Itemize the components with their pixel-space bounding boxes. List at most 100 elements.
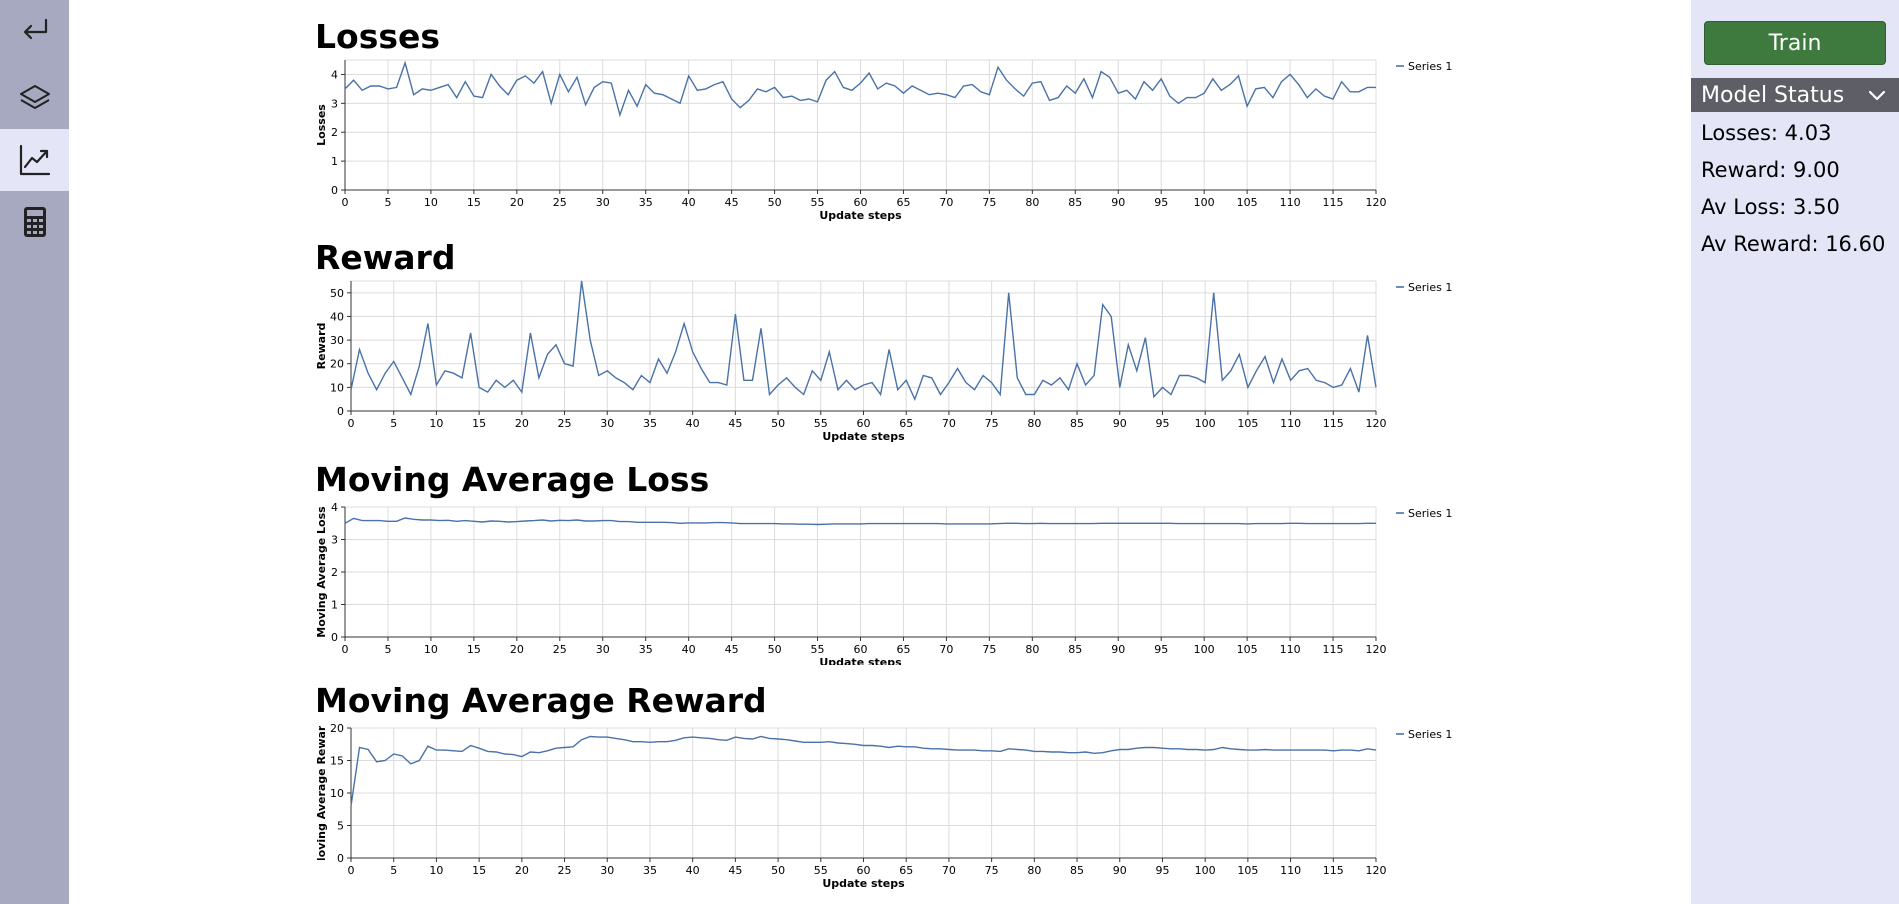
x-tick-label: 40	[686, 417, 700, 430]
x-tick-label: 70	[939, 196, 953, 209]
chart-line-icon	[19, 144, 50, 176]
x-tick-label: 115	[1323, 643, 1344, 656]
x-tick-label: 45	[728, 417, 742, 430]
y-tick-label: 40	[330, 310, 344, 323]
stat-av-loss: Av Loss: 3.50	[1701, 195, 1840, 219]
left-nav-rail	[0, 0, 69, 904]
x-tick-label: 70	[942, 864, 956, 877]
moving-average-reward-chart-block: Moving Average Reward 0 5 10 15 20 25 30 35 40 45…	[69, 681, 1691, 904]
losses-chart-block: Losses 0 5 10 15 20 25 30 35 40 45 50 55 60 65 70 75 80 8…	[69, 17, 1691, 222]
y-tick-label: 4	[331, 501, 338, 514]
y-axis-label: Reward	[315, 323, 328, 370]
x-tick-label: 50	[768, 196, 782, 209]
x-tick-label: 100	[1195, 864, 1216, 877]
series-line	[344, 60, 1376, 118]
x-axis-label: Update steps	[819, 656, 902, 665]
charts-area: Losses 0 5 10 15 20 25 30 35 40 45 50 55 60 65 70 75 80 8…	[69, 0, 1691, 904]
x-tick-label: 70	[939, 643, 953, 656]
x-tick-label: 120	[1366, 417, 1387, 430]
x-tick-label: 65	[896, 196, 910, 209]
x-tick-label: 20	[515, 864, 529, 877]
x-tick-label: 75	[982, 643, 996, 656]
reward-chart-block: Reward 0 5 10 15 20 25 30 35 40 45 50 55 60 65 70 75 80 8…	[69, 238, 1691, 443]
x-tick-label: 60	[854, 643, 868, 656]
layers-button[interactable]	[0, 67, 69, 129]
x-tick-label: 15	[467, 196, 481, 209]
legend-label: Series 1	[1408, 281, 1452, 294]
x-tick-label: 30	[600, 417, 614, 430]
x-tick-label: 10	[424, 196, 438, 209]
x-tick-label: 20	[515, 417, 529, 430]
x-tick-label: 25	[558, 417, 572, 430]
x-axis-label: Update steps	[822, 430, 905, 443]
x-tick-label: 50	[771, 417, 785, 430]
x-tick-label: 30	[596, 643, 610, 656]
x-tick-label: 35	[643, 417, 657, 430]
x-tick-label: 120	[1366, 196, 1387, 209]
x-tick-label: 110	[1280, 643, 1301, 656]
x-tick-label: 70	[942, 417, 956, 430]
series-line	[350, 735, 1377, 807]
x-tick-label: 120	[1366, 864, 1387, 877]
charts-button[interactable]	[0, 129, 69, 191]
x-tick-label: 45	[725, 196, 739, 209]
x-tick-label: 5	[384, 643, 391, 656]
x-tick-label: 0	[348, 417, 355, 430]
chevron-down-icon	[1868, 90, 1886, 101]
calculator-button[interactable]	[0, 191, 69, 253]
x-tick-label: 60	[857, 417, 871, 430]
x-tick-label: 30	[596, 196, 610, 209]
y-tick-label: 0	[331, 631, 338, 644]
y-tick-label: 20	[330, 358, 344, 371]
moving-average-loss-chart: 0 5 10 15 20 25 30 35 40 45 50 55 60 65 70 75 80 85 90 95 10…	[315, 501, 1452, 665]
x-tick-label: 80	[1025, 196, 1039, 209]
x-tick-label: 45	[725, 643, 739, 656]
x-tick-label: 85	[1068, 643, 1082, 656]
x-tick-label: 115	[1323, 196, 1344, 209]
x-tick-label: 40	[682, 643, 696, 656]
moving-average-reward-chart: 0 5 10 15 20 25 30 35 40 45 50 55 60 65 70 75 80 85 90 95 10…	[315, 722, 1452, 890]
y-tick-label: 30	[330, 334, 344, 347]
x-tick-label: 65	[899, 417, 913, 430]
reward-chart: 0 5 10 15 20 25 30 35 40 45 50 55 60 65 70 75 80 85 90 95 10…	[315, 280, 1452, 443]
y-tick-label: 15	[330, 755, 344, 768]
back-button[interactable]	[0, 0, 69, 62]
x-tick-label: 30	[600, 864, 614, 877]
model-status-header[interactable]: Model Status	[1691, 78, 1899, 112]
x-tick-label: 105	[1237, 864, 1258, 877]
legend-label: Series 1	[1408, 728, 1452, 741]
x-tick-label: 0	[342, 196, 349, 209]
x-tick-label: 100	[1195, 417, 1216, 430]
y-tick-label: 5	[337, 820, 344, 833]
y-tick-label: 3	[331, 97, 338, 110]
moving-average-loss-chart-block: Moving Average Loss 0 5 10 15 20 25 30 35 40 45 50…	[69, 460, 1691, 665]
series-line	[344, 517, 1376, 526]
x-tick-label: 95	[1155, 417, 1169, 430]
x-tick-label: 120	[1366, 643, 1387, 656]
x-tick-label: 55	[811, 643, 825, 656]
losses-chart: 0 5 10 15 20 25 30 35 40 45 50 55 60 65 70 75 80 85 90 95 10…	[315, 59, 1452, 222]
y-tick-label: 3	[331, 534, 338, 547]
x-tick-label: 100	[1194, 643, 1215, 656]
chart-title: Losses	[315, 17, 441, 56]
stat-av-reward: Av Reward: 16.60	[1701, 232, 1886, 256]
y-tick-label: 2	[331, 566, 338, 579]
x-tick-label: 115	[1323, 417, 1344, 430]
chart-title: Reward	[315, 238, 456, 277]
y-tick-label: 1	[331, 155, 338, 168]
x-tick-label: 15	[472, 417, 486, 430]
x-tick-label: 105	[1237, 417, 1258, 430]
x-tick-label: 65	[896, 643, 910, 656]
x-tick-label: 80	[1025, 643, 1039, 656]
x-tick-label: 5	[390, 417, 397, 430]
x-tick-label: 5	[384, 196, 391, 209]
x-tick-label: 10	[424, 643, 438, 656]
x-tick-label: 5	[390, 864, 397, 877]
x-tick-label: 55	[814, 864, 828, 877]
x-tick-label: 20	[510, 643, 524, 656]
train-button[interactable]: Train	[1704, 21, 1886, 65]
x-tick-label: 95	[1154, 196, 1168, 209]
x-tick-label: 40	[682, 196, 696, 209]
x-tick-label: 110	[1280, 196, 1301, 209]
x-tick-label: 40	[686, 864, 700, 877]
